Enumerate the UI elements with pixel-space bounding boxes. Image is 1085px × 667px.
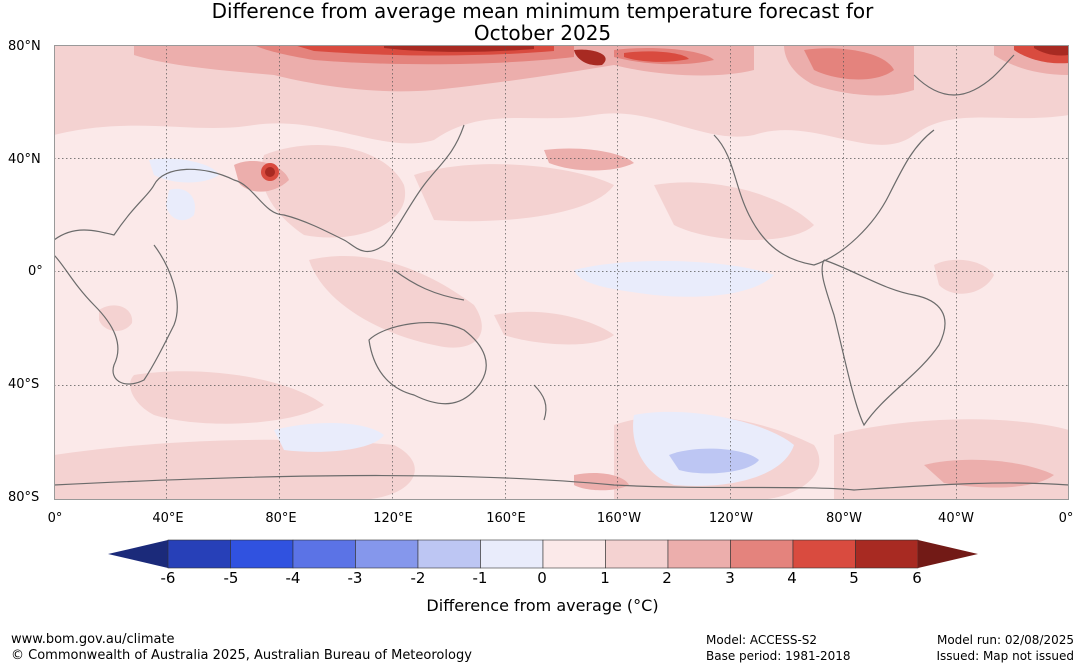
colorbar-tick-neg6: -6: [160, 569, 176, 587]
colorbar-tick-neg2: -2: [410, 569, 426, 587]
footer-issued: Issued: Map not issued: [936, 649, 1074, 663]
anomaly-1-2-regions: [54, 45, 1069, 500]
lat-label-80n: 80°N: [8, 39, 41, 54]
colorbar-tick-4: 4: [787, 569, 797, 587]
colorbar-tick-3: 3: [725, 569, 735, 587]
lon-label-0: 0°: [47, 511, 63, 526]
colorbar-tick-1: 1: [600, 569, 610, 587]
colorbar-cell: [855, 539, 919, 569]
lon-label-80e: 80°E: [265, 511, 297, 526]
map-title-line2: October 2025: [473, 21, 612, 45]
colorbar-tick-neg3: -3: [347, 569, 363, 587]
lon-label-40e: 40°E: [152, 511, 184, 526]
lon-label-120e: 120°E: [373, 511, 413, 526]
lat-label-40n: 40°N: [8, 152, 41, 167]
strong-warm-anomalies: [134, 45, 1069, 491]
colorbar-cell: [417, 539, 481, 569]
colorbar-label: Difference from average (°C): [426, 596, 659, 615]
lat-label-equator: 0°: [28, 264, 43, 279]
colorbar-tick-0: 0: [537, 569, 547, 587]
colorbar-cell: [230, 539, 294, 569]
colorbar-cell: [792, 539, 856, 569]
colorbar-cell: [542, 539, 606, 569]
map-frame: [54, 45, 1069, 500]
colorbar-tick-2: 2: [662, 569, 672, 587]
colorbar-cell: [667, 539, 731, 569]
colorbar-cell: [730, 539, 794, 569]
colorbar-tick-neg4: -4: [285, 569, 301, 587]
footer-model-run: Model run: 02/08/2025: [936, 633, 1074, 647]
lon-label-0-right: 0°: [1058, 511, 1074, 526]
colorbar-cell: [605, 539, 669, 569]
footer-url[interactable]: www.bom.gov.au/climate: [11, 632, 175, 647]
colorbar-tick-5: 5: [849, 569, 859, 587]
colorbar: [108, 539, 978, 569]
graticule: [54, 45, 1069, 500]
colorbar-tick-neg1: -1: [472, 569, 488, 587]
lon-label-160w: 160°W: [596, 511, 642, 526]
lon-label-120w: 120°W: [708, 511, 754, 526]
colorbar-tick-neg5: -5: [223, 569, 239, 587]
colorbar-cell: [167, 539, 231, 569]
lon-label-160e: 160°E: [486, 511, 526, 526]
footer-copyright: © Commonwealth of Australia 2025, Austra…: [11, 648, 472, 663]
lat-label-40s: 40°S: [8, 377, 40, 392]
temperature-anomaly-map: [54, 45, 1069, 500]
coastlines: [54, 54, 1069, 491]
colorbar-cell: [355, 539, 419, 569]
anomaly-neg2-neg1-region: [669, 448, 759, 474]
lon-label-40w: 40°W: [938, 511, 974, 526]
colorbar-low-arrow: [108, 540, 168, 568]
colorbar-cell: [292, 539, 356, 569]
footer-model: Model: ACCESS-S2: [706, 633, 818, 647]
map-title-line1: Difference from average mean minimum tem…: [211, 0, 874, 23]
colorbar-tick-6: 6: [912, 569, 922, 587]
colorbar-high-arrow: [918, 540, 978, 568]
lon-label-80w: 80°W: [826, 511, 862, 526]
footer-base-period: Base period: 1981-2018: [706, 649, 851, 663]
colorbar-cell: [480, 539, 544, 569]
lat-label-80s: 80°S: [8, 490, 40, 505]
